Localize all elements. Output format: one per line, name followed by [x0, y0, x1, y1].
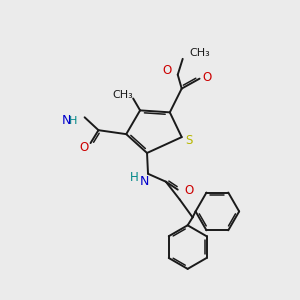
Text: O: O: [79, 140, 88, 154]
Text: N: N: [62, 114, 71, 127]
Text: O: O: [184, 184, 193, 197]
Text: CH₃: CH₃: [189, 48, 210, 58]
Text: CH₃: CH₃: [112, 89, 133, 100]
Text: S: S: [185, 134, 192, 147]
Text: N: N: [140, 175, 149, 188]
Text: H: H: [130, 171, 139, 184]
Text: O: O: [203, 71, 212, 84]
Text: O: O: [162, 64, 172, 77]
Text: H: H: [68, 116, 77, 126]
